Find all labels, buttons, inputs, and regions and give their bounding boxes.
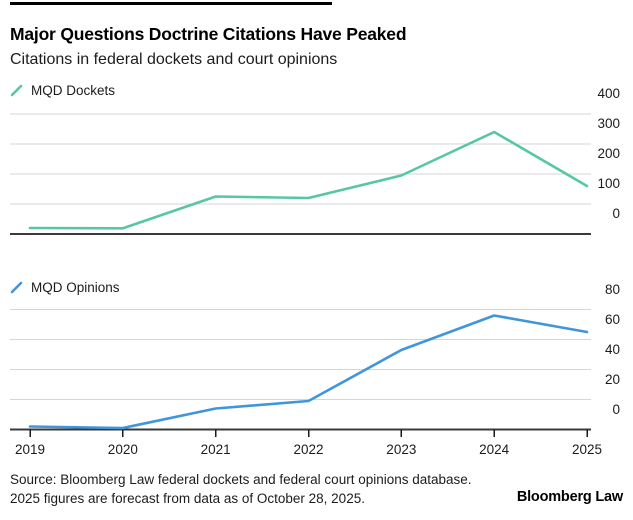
y-axis-label: 0	[612, 206, 620, 221]
x-axis-label: 2023	[386, 442, 417, 457]
y-axis-label: 300	[597, 116, 620, 131]
legend-dockets-label: MQD Dockets	[31, 83, 116, 98]
y-axis-label: 80	[604, 281, 620, 297]
y-axis-label: 60	[604, 311, 620, 327]
legend-opinions-label: MQD Opinions	[31, 280, 120, 295]
chart-title: Major Questions Doctrine Citations Have …	[10, 24, 407, 44]
bloomberg-law-logo: Bloomberg Law	[516, 489, 623, 505]
chart-subtitle: Citations in federal dockets and court o…	[10, 51, 338, 68]
y-axis-label: 40	[604, 341, 620, 357]
y-axis-label: 20	[604, 371, 620, 387]
x-axis-label: 2019	[14, 442, 46, 457]
legend-opinions: MQD Opinions	[10, 280, 120, 295]
source-text-line2: 2025 figures are forecast from data as o…	[10, 491, 365, 506]
mqd-dockets-data-line	[28, 130, 589, 230]
x-axis-label: 2021	[200, 442, 231, 457]
mqd-opinions-data-line	[28, 314, 589, 430]
y-axis-label: 0	[612, 401, 620, 417]
legend-dockets: MQD Dockets	[10, 83, 115, 98]
top-rule	[10, 2, 332, 5]
y-axis-label: 400	[597, 86, 620, 101]
x-axis-label: 2022	[293, 442, 324, 457]
x-axis-label: 2024	[479, 442, 510, 457]
y-axis-label: 200	[597, 146, 620, 161]
source-text-line1: Source: Bloomberg Law federal dockets an…	[10, 472, 472, 487]
x-axis-label: 2025	[571, 442, 603, 457]
dockets-line-icon	[10, 84, 23, 97]
x-axis-label: 2020	[107, 442, 138, 457]
y-axis-label: 100	[597, 176, 620, 191]
opinions-line-icon	[10, 281, 23, 294]
